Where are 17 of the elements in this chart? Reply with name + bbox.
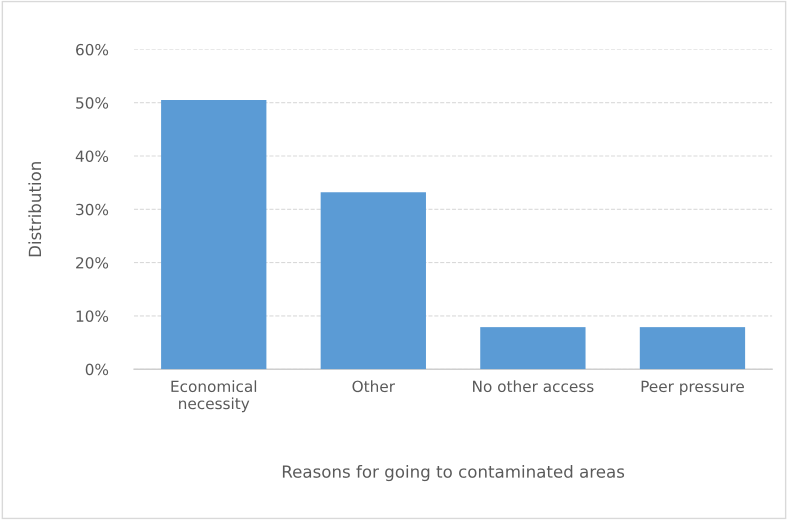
y-tick-label: 50% <box>76 97 108 109</box>
y-tick-label: 40% <box>76 150 108 162</box>
x-tick-label: Peer pressure <box>642 380 744 396</box>
y-tick-label: 0% <box>86 364 108 376</box>
y-tick-label: 30% <box>76 204 108 216</box>
y-tick-label: 20% <box>76 257 108 269</box>
x-tick-label: Other <box>352 380 396 392</box>
bar <box>161 100 266 370</box>
x-axis-title: Reasons for going to contaminated areas <box>282 464 624 482</box>
y-tick-label: 60% <box>76 44 108 56</box>
bar <box>320 192 426 370</box>
y-axis-title: Distribution <box>28 162 42 256</box>
y-tick-label: 10% <box>76 310 108 322</box>
bar <box>640 327 746 370</box>
bar <box>480 327 586 370</box>
x-tick-label: No other access <box>473 380 594 392</box>
x-tick-label: Economical necessity <box>171 380 256 412</box>
